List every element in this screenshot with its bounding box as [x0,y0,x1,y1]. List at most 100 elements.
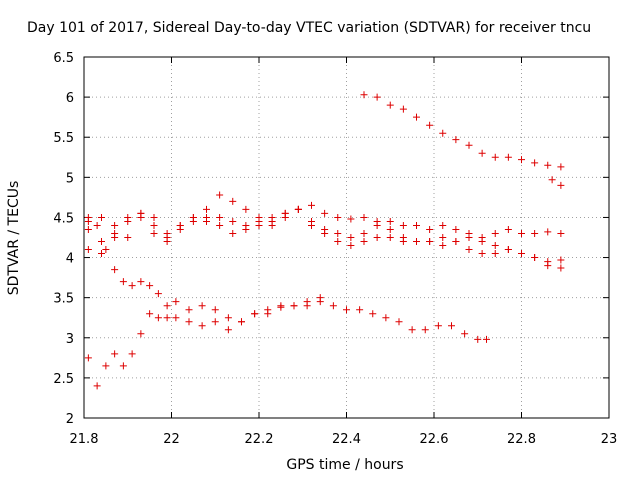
data-point [124,234,132,241]
data-point [185,318,193,326]
data-point [426,225,434,233]
data-point [137,278,145,286]
grid-lines [84,57,609,418]
data-point [216,221,224,229]
y-tick-label: 3 [66,332,74,347]
x-tick-label: 22.2 [245,432,274,447]
data-point [491,153,499,161]
data-point [98,250,105,258]
data-point [264,310,272,318]
data-point [146,282,154,290]
data-point [211,318,219,326]
data-point [334,229,342,237]
data-point [329,302,337,310]
data-point [303,302,311,310]
data-point [474,335,482,343]
data-point [137,330,145,338]
y-tick-label: 3.5 [53,292,74,307]
data-point [408,326,416,334]
data-point [172,298,180,306]
data-point [452,136,460,144]
y-tick-label: 6.5 [53,51,74,66]
data-point [321,209,329,217]
data-point [189,217,197,225]
data-point [491,229,499,237]
data-point [548,176,556,184]
data-point [531,159,539,167]
data-point [478,250,486,258]
data-point [150,229,158,237]
data-points [84,91,565,390]
data-point [413,238,420,246]
data-point [448,322,455,330]
data-point [198,322,206,330]
data-point [452,238,460,246]
data-point [163,238,171,246]
x-tick-label: 22.4 [332,432,361,447]
data-point [347,215,355,223]
y-tick-label: 5.5 [53,131,74,146]
data-point [491,250,499,258]
x-tick-label: 22 [163,432,180,447]
axes: 21.8 22 22.2 22.4 22.6 22.8 23 2 2.5 3 3.5 4 4.5 5 5.5… [53,51,617,447]
data-point [119,278,127,286]
y-tick-label: 2.5 [53,372,74,387]
data-point [531,229,539,237]
data-point [242,225,250,233]
data-point [531,254,539,262]
data-point [369,310,377,318]
data-point [128,282,136,290]
data-point [111,350,119,358]
data-point [119,362,127,370]
data-point [137,209,145,217]
data-point [360,91,368,99]
data-point [439,242,447,250]
data-point [111,266,119,274]
data-point [111,234,119,241]
data-point [290,302,298,310]
data-point [373,221,381,229]
data-point [483,335,490,343]
data-point [347,242,355,250]
data-point [224,314,232,322]
series-track-f [360,91,565,171]
data-point [198,302,206,310]
data-point [334,238,342,246]
data-point [185,306,193,314]
data-point [413,113,420,121]
y-tick-label: 6 [66,91,74,106]
data-point [93,382,101,390]
data-point [386,217,394,225]
x-tick-label: 22.8 [507,432,536,447]
plot-border [83,56,610,419]
data-point [251,310,259,318]
y-tick-label: 4.5 [53,211,74,226]
data-point [518,229,525,237]
data-point [465,234,473,241]
data-point [426,238,434,246]
data-point [426,121,434,129]
x-tick-label: 21.8 [70,432,99,447]
series-track-g [548,176,565,189]
data-point [238,318,245,326]
data-point [98,238,105,246]
x-axis-label: GPS time / hours [286,457,404,473]
data-point [163,302,171,310]
data-point [518,250,525,258]
data-point [255,221,263,229]
data-point [386,234,394,241]
chart-title: Day 101 of 2017, Sidereal Day-to-day VTE… [27,20,592,36]
data-point [478,238,486,246]
data-point [544,161,552,169]
data-point [465,141,473,149]
data-point [395,318,403,326]
data-point [98,213,105,221]
data-point [128,350,136,358]
data-point [216,213,224,221]
data-point [360,229,368,237]
data-point [518,156,525,164]
data-point [491,242,499,250]
data-point [360,213,368,221]
data-point [111,221,119,229]
